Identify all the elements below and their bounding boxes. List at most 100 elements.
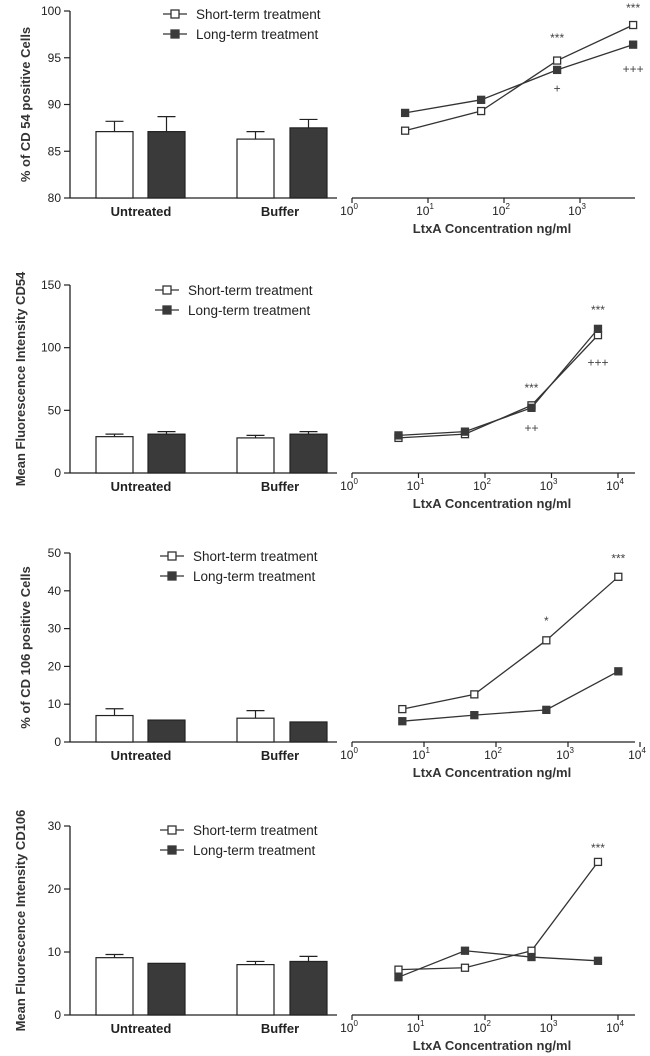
marker-long [552, 65, 562, 75]
marker-long [394, 431, 403, 440]
marker-long [394, 973, 403, 982]
x-tick-exponent: 3 [581, 202, 586, 211]
y-tick-label: 10 [48, 945, 62, 959]
legend-label: Short-term treatment [188, 283, 313, 298]
x-tick-exponent: 3 [553, 1019, 558, 1028]
y-tick-label: 20 [48, 659, 62, 673]
x-tick-base: 10 [484, 748, 498, 762]
marker-short [614, 572, 623, 581]
legend-label: Long-term treatment [193, 569, 316, 584]
marker-long [628, 40, 638, 49]
x-tick-base: 10 [606, 1021, 620, 1035]
legend-label: Long-term treatment [196, 27, 319, 42]
x-tick-base: 10 [340, 479, 354, 493]
y-tick-label: 80 [48, 191, 62, 205]
x-tick-base: 10 [568, 204, 582, 218]
x-tick-base: 10 [628, 748, 642, 762]
x-tick-base: 10 [540, 479, 554, 493]
legend-label: Short-term treatment [193, 549, 318, 564]
bar-short-buffer [236, 437, 275, 474]
bar-long-buffer [289, 721, 328, 743]
marker-long [460, 946, 470, 955]
marker-long [593, 324, 603, 334]
x-tick-label: 100 [340, 1019, 358, 1035]
x-tick-exponent: 3 [569, 746, 574, 755]
x-tick-label: 104 [606, 1019, 624, 1035]
x-tick-base: 10 [556, 748, 570, 762]
x-tick-base: 10 [540, 1021, 554, 1035]
x-tick-label: 103 [540, 1019, 558, 1035]
marker-short [476, 106, 486, 116]
x-tick-label: 102 [473, 477, 491, 493]
bar-long-buffer [289, 127, 328, 199]
x-tick-label: 101 [407, 1019, 425, 1035]
legend-marker [170, 9, 180, 19]
bar-short-untreated [95, 131, 134, 199]
legend-marker [167, 571, 177, 581]
x-tick-exponent: 0 [353, 746, 358, 755]
x-tick-label: 100 [340, 202, 358, 218]
bar-long-buffer [289, 433, 328, 474]
marker-long [460, 427, 470, 436]
marker-short [593, 857, 603, 867]
marker-long [593, 956, 603, 965]
x-tick-base: 10 [407, 479, 421, 493]
marker-long [476, 95, 486, 104]
x-tick-exponent: 4 [619, 477, 624, 486]
legend-label: Short-term treatment [193, 823, 318, 838]
x-axis-label: LtxA Concentration ng/ml [413, 496, 571, 511]
bar-short-buffer [236, 138, 275, 199]
x-tick-exponent: 3 [553, 477, 558, 486]
y-tick-label: 90 [48, 98, 62, 112]
significance-mark: *** [524, 381, 538, 395]
significance-mark: *** [591, 303, 605, 317]
x-tick-label: 102 [484, 746, 502, 762]
x-tick-base: 10 [340, 1021, 354, 1035]
legend-marker [167, 845, 177, 855]
legend-label: Short-term treatment [196, 7, 321, 22]
x-tick-exponent: 4 [641, 746, 646, 755]
marker-short [394, 965, 403, 974]
category-label: Untreated [111, 479, 172, 494]
category-label: Untreated [111, 748, 172, 763]
x-tick-label: 100 [340, 477, 358, 493]
x-tick-exponent: 0 [353, 1019, 358, 1028]
x-axis-label: LtxA Concentration ng/ml [413, 1038, 571, 1053]
y-tick-label: 50 [48, 403, 62, 417]
marker-short [400, 126, 410, 135]
x-tick-exponent: 2 [486, 1019, 491, 1028]
x-tick-label: 100 [340, 746, 358, 762]
y-axis-label: % of CD 54 positive Cells [18, 27, 33, 182]
category-label: Buffer [261, 479, 299, 494]
y-tick-label: 0 [54, 735, 61, 749]
bar-short-untreated [95, 714, 134, 743]
significance-mark: *** [591, 841, 605, 855]
y-tick-label: 40 [48, 584, 62, 598]
x-tick-base: 10 [473, 1021, 487, 1035]
bar-short-buffer [236, 963, 275, 1016]
x-tick-label: 103 [556, 746, 574, 762]
significance-mark: +++ [587, 356, 608, 370]
x-tick-label: 101 [416, 202, 434, 218]
x-tick-label: 104 [606, 477, 624, 493]
legend-label: Long-term treatment [193, 843, 316, 858]
marker-long [527, 952, 536, 962]
x-axis-label: LtxA Concentration ng/ml [413, 765, 571, 780]
series-line-short [398, 334, 599, 439]
y-axis-label: % of CD 106 positive Cells [18, 566, 33, 729]
y-tick-label: 95 [48, 51, 62, 65]
x-tick-exponent: 1 [420, 1019, 425, 1028]
series-line-long [398, 950, 599, 978]
legend-marker [167, 551, 177, 561]
legend-label: Long-term treatment [188, 303, 311, 318]
marker-short [542, 636, 551, 645]
marker-short [398, 704, 407, 714]
significance-mark: + [554, 82, 561, 96]
bar-long-untreated [147, 962, 186, 1016]
category-label: Buffer [261, 748, 299, 763]
y-tick-label: 150 [41, 278, 61, 292]
legend-marker [167, 825, 177, 835]
